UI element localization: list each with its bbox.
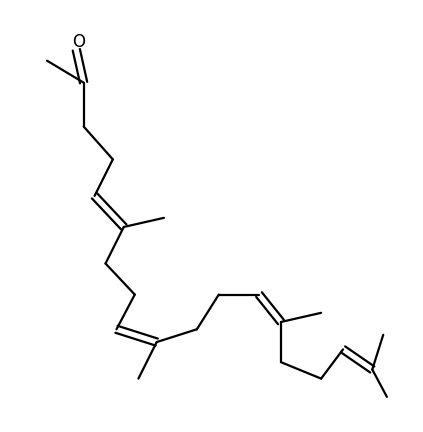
Text: O: O [71,33,85,51]
